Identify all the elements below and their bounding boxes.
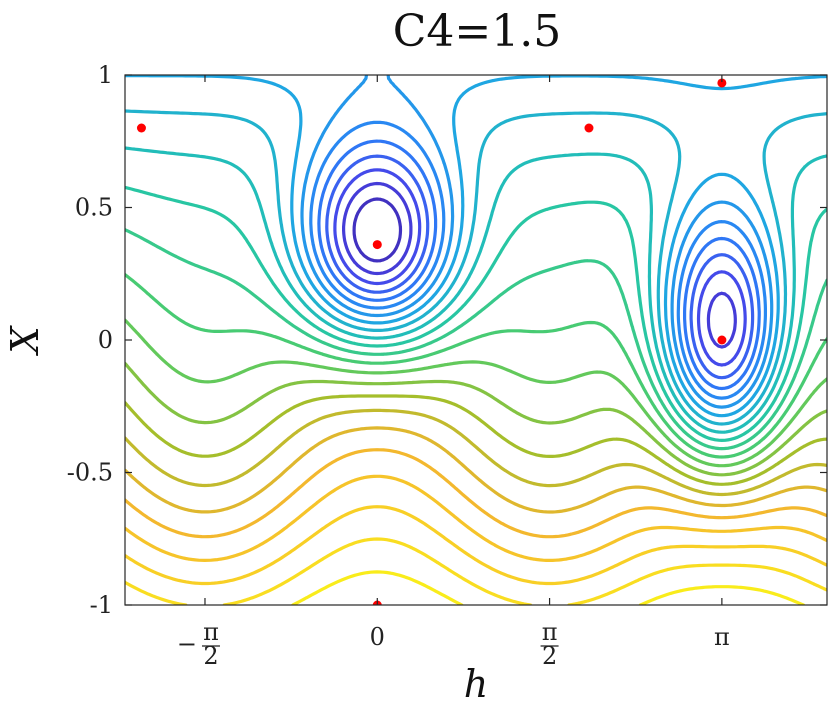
contour-line: [125, 361, 827, 477]
svg-text:2: 2: [203, 642, 218, 670]
contour-line: [125, 394, 827, 486]
svg-text:2: 2: [542, 642, 557, 670]
svg-text:π: π: [714, 623, 730, 651]
contour-line: [125, 537, 827, 605]
contour-line: [125, 273, 827, 459]
contour-line: [125, 448, 827, 539]
contour-line: [125, 318, 827, 468]
y-axis: 1 0.5 0 -0.5 -1: [67, 61, 827, 619]
svg-text:π: π: [203, 618, 219, 646]
contour-line: [342, 181, 737, 349]
y-tick-label: 1: [98, 61, 113, 89]
x-tick-label: π2−: [177, 618, 220, 670]
contour-line: [325, 154, 755, 380]
svg-text:−: −: [177, 630, 197, 658]
contour-line: [352, 197, 403, 263]
x-tick-label: 0: [370, 623, 385, 651]
contour-line: [333, 168, 747, 367]
contour-line: [125, 75, 827, 418]
contour-line: [309, 120, 767, 400]
fixed-point: [717, 335, 727, 345]
x-tick-label: π: [714, 623, 730, 651]
plot-area: [125, 75, 827, 605]
contour-line: [300, 75, 774, 409]
y-axis-label: X: [3, 325, 47, 357]
contour-line: [125, 426, 827, 514]
svg-text:0: 0: [370, 623, 385, 651]
contour-line: [125, 505, 827, 586]
x-axis: π2− 0 π2π: [177, 75, 730, 670]
contour-line: [125, 408, 827, 497]
contour-line: [125, 185, 827, 442]
contour-line: [125, 146, 827, 434]
contour-line: [317, 139, 761, 391]
contour-line: [125, 474, 827, 562]
x-tick-label: π2: [540, 618, 559, 670]
svg-text:π: π: [542, 618, 558, 646]
y-tick-label: -0.5: [67, 459, 113, 487]
contour-line: [291, 570, 805, 605]
fixed-point: [717, 78, 727, 88]
contour-line: [125, 109, 827, 426]
x-axis-label: h: [464, 662, 488, 704]
y-tick-label: -1: [90, 591, 113, 619]
chart-title: C4=1.5: [393, 6, 562, 57]
y-tick-label: 0: [98, 326, 113, 354]
y-tick-label: 0.5: [75, 194, 113, 222]
fixed-point: [136, 123, 146, 133]
fixed-point: [584, 123, 594, 133]
fixed-point: [372, 240, 382, 250]
contour-line: [125, 228, 827, 451]
